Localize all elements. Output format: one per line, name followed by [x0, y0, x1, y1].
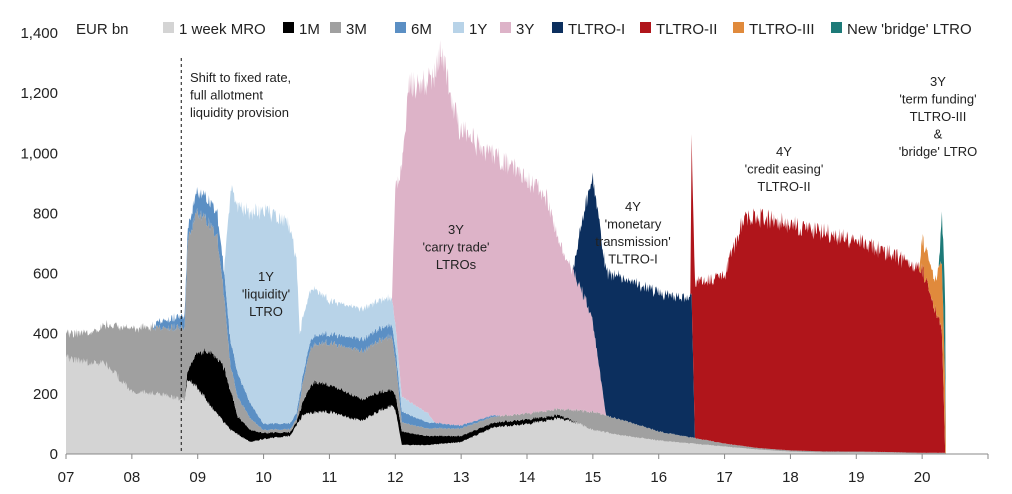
x-tick-label: 07 [58, 469, 75, 486]
x-tick-label: 15 [585, 469, 602, 486]
legend-item-new-bridge-ltro: New 'bridge' LTRO [831, 21, 972, 38]
annotation-fixed-rate: Shift to fixed rate, full allotment liquid… [190, 70, 291, 120]
y-tick-label: 1,200 [20, 85, 58, 102]
legend-swatch [831, 22, 842, 33]
annotation-ltro-3y: 3Y'carry trade' LTROs [422, 222, 489, 272]
x-tick-label: 16 [650, 469, 667, 486]
legend-item-tltro-iii: TLTRO-III [733, 21, 815, 38]
annotations: Shift to fixed rate, full allotment liquid… [190, 70, 977, 319]
plot-area [66, 40, 949, 455]
legend-item-tltro-ii: TLTRO-II [640, 21, 717, 38]
legend-item-1y: 1Y [453, 21, 487, 38]
y-tick-label: 600 [33, 266, 58, 283]
y-axis-label: EUR bn [76, 21, 129, 38]
area-1-week-mro [66, 354, 949, 454]
area-3y [66, 40, 949, 454]
legend-label: 1Y [469, 21, 487, 38]
legend: 1 week MRO 1M 3M 6M 1Y 3Y TLTRO-I TLTRO-II TLTRO… [163, 21, 972, 38]
legend-label: TLTRO-III [749, 21, 815, 38]
x-tick-label: 10 [255, 469, 272, 486]
y-tick-label: 400 [33, 326, 58, 343]
legend-swatch [552, 22, 563, 33]
legend-swatch [163, 22, 174, 33]
annotation-tltro-1: 4Y'monetary transmission' TLTRO-I [595, 199, 670, 267]
legend-swatch [733, 22, 744, 33]
y-tick-label: 0 [50, 446, 58, 463]
legend-swatch [330, 22, 341, 33]
x-tick-label: 18 [782, 469, 799, 486]
legend-label: 6M [411, 21, 432, 38]
x-tick-label: 08 [124, 469, 141, 486]
x-axis-ticks: 07 08 09 10 11 12 13 14 15 16 17 18 19 20 [58, 454, 989, 486]
y-tick-label: 200 [33, 386, 58, 403]
legend-item-tltro-i: TLTRO-I [552, 21, 625, 38]
area-tltro-ii [66, 40, 949, 454]
legend-label: TLTRO-I [568, 21, 625, 38]
x-tick-label: 17 [716, 469, 733, 486]
legend-label: TLTRO-II [656, 21, 717, 38]
annotation-tltro-2: 4Y'credit easing' TLTRO-II [745, 144, 824, 194]
legend-item-3m: 3M [330, 21, 367, 38]
legend-item-6m: 6M [395, 21, 432, 38]
legend-label: New 'bridge' LTRO [847, 21, 972, 38]
y-tick-label: 1,400 [20, 25, 58, 42]
legend-label: 1 week MRO [179, 21, 266, 38]
x-tick-label: 12 [387, 469, 404, 486]
legend-label: 3M [346, 21, 367, 38]
x-tick-label: 13 [453, 469, 470, 486]
legend-swatch [453, 22, 464, 33]
x-tick-label: 20 [914, 469, 931, 486]
annotation-tltro-3: 3Y'term funding' TLTRO-III &'bridge' LTRO [899, 74, 977, 159]
legend-label: 1M [299, 21, 320, 38]
annotation-ltro-1y: 1Y'liquidity' LTRO [242, 269, 290, 319]
legend-label: 3Y [516, 21, 534, 38]
y-axis-ticks: 0 200 400 600 800 1,000 1,200 1,400 [20, 25, 58, 463]
axes: 0 200 400 600 800 1,000 1,200 1,400 07 08 09 10 11 1… [20, 25, 989, 486]
area-series-group [66, 40, 949, 455]
y-tick-label: 800 [33, 205, 58, 222]
legend-swatch [500, 22, 511, 33]
legend-item-3y: 3Y [500, 21, 534, 38]
legend-item-1-week-mro: 1 week MRO [163, 21, 266, 38]
legend-swatch [640, 22, 651, 33]
area-1y [66, 184, 949, 455]
x-tick-label: 09 [189, 469, 206, 486]
y-tick-label: 1,000 [20, 145, 58, 162]
x-tick-label: 11 [322, 469, 338, 486]
legend-swatch [395, 22, 406, 33]
x-tick-label: 19 [848, 469, 865, 486]
x-tick-label: 14 [519, 469, 536, 486]
legend-item-1m: 1M [283, 21, 320, 38]
legend-swatch [283, 22, 294, 33]
